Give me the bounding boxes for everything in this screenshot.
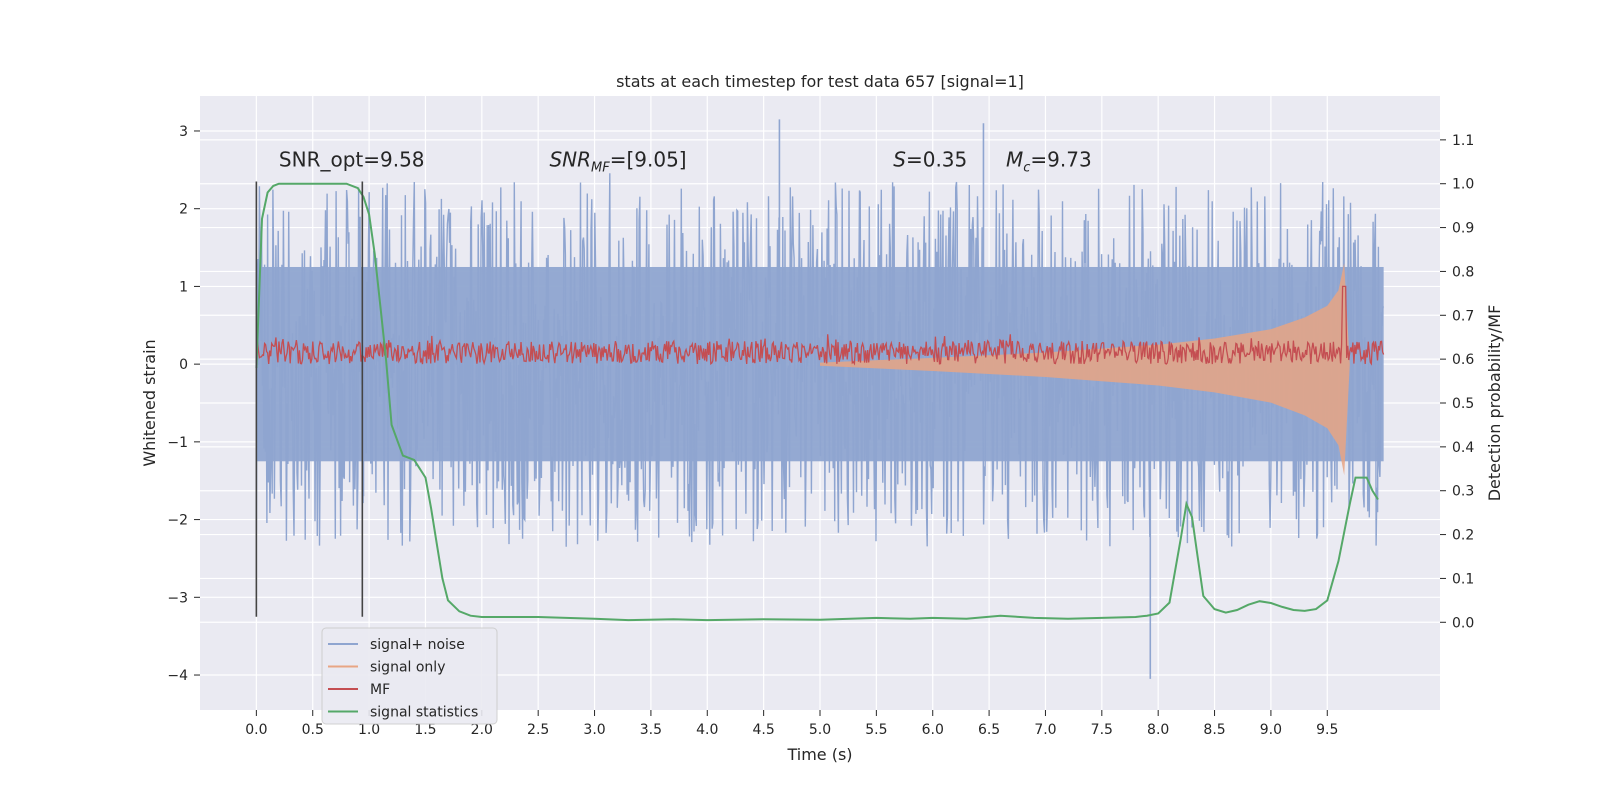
y2-tick-label: 0.4	[1452, 440, 1474, 456]
y2-tick-label: 0.2	[1452, 528, 1474, 544]
x-tick-label: 5.5	[865, 722, 887, 738]
y2-tick-label: 0.5	[1452, 396, 1474, 412]
y2-tick-label: 1.1	[1452, 133, 1474, 149]
annotation: SNRMF=[9.05]	[549, 148, 686, 176]
annotations: SNR_opt=9.58 SNRMF=[9.05] S=0.35 Mc=9.73	[279, 148, 1092, 176]
y-tick-label: −3	[167, 590, 188, 606]
x-tick-label: 6.0	[922, 722, 944, 738]
y-ticks: −4 −3 −2 −1 0 1 2 3	[167, 124, 200, 684]
x-tick-label: 0.5	[302, 722, 324, 738]
y2-tick-label: 1.0	[1452, 177, 1474, 193]
y2-axis-label: Detection probability/MF	[1485, 305, 1504, 502]
annotation: Mc=9.73	[1006, 148, 1092, 176]
x-tick-label: 9.0	[1260, 722, 1282, 738]
series-layer	[255, 119, 1385, 679]
legend: signal+ noise signal only MF signal statist…	[321, 627, 498, 725]
y2-tick-label: 0.6	[1452, 352, 1474, 368]
y-tick-label: 3	[179, 124, 188, 140]
x-tick-label: 8.0	[1147, 722, 1169, 738]
y2-tick-label: 0.0	[1452, 615, 1474, 631]
annotation-value: =[9.05]	[610, 148, 687, 172]
x-tick-label: 6.5	[978, 722, 1000, 738]
y2-tick-label: 0.8	[1452, 264, 1474, 280]
annotation-value: =9.73	[1030, 148, 1091, 172]
y-tick-label: 0	[179, 357, 188, 373]
vlines	[255, 181, 364, 617]
mf-line	[255, 285, 1385, 366]
x-tick-label: 4.0	[696, 722, 718, 738]
legend-label: signal statistics	[370, 705, 478, 721]
y2-tick-label: 0.7	[1452, 308, 1474, 324]
legend-box	[321, 627, 498, 725]
legend-label: signal+ noise	[370, 637, 465, 653]
x-tick-label: 3.0	[583, 722, 605, 738]
y-tick-label: 2	[179, 202, 188, 218]
y-axis-label: Whitened strain	[140, 339, 159, 466]
x-axis-label: Time (s)	[786, 745, 852, 764]
legend-label: signal only	[370, 660, 445, 676]
signal-only-line	[820, 263, 1350, 476]
annotation-main: S	[893, 148, 906, 172]
y2-tick-label: 0.9	[1452, 221, 1474, 237]
y-tick-label: −1	[167, 435, 188, 451]
x-tick-label: 2.5	[527, 722, 549, 738]
chart-title: stats at each timestep for test data 657…	[616, 72, 1024, 91]
y-tick-label: −4	[167, 668, 188, 684]
x-tick-label: 4.5	[753, 722, 775, 738]
x-tick-label: 7.5	[1091, 722, 1113, 738]
annotation-value: =0.35	[906, 148, 967, 172]
x-tick-label: 7.0	[1034, 722, 1056, 738]
y2-ticks: 0.0 0.1 0.2 0.3 0.4 0.5 0.6 0.7 0.8 0.9 1.0 1.1	[1440, 133, 1474, 631]
x-tick-label: 1.5	[414, 722, 436, 738]
annotation-main: SNR	[549, 148, 591, 172]
y2-tick-label: 0.1	[1452, 571, 1474, 587]
annotation-subscript: MF	[591, 161, 610, 176]
x-tick-label: 0.0	[245, 722, 267, 738]
y2-tick-label: 0.3	[1452, 484, 1474, 500]
annotation-subscript: c	[1023, 161, 1030, 176]
x-tick-label: 1.0	[358, 722, 380, 738]
legend-label: MF	[370, 682, 390, 698]
annotation: SNR_opt=9.58	[279, 148, 425, 172]
y-tick-label: 1	[179, 279, 188, 295]
x-tick-label: 9.5	[1316, 722, 1338, 738]
y-tick-label: −2	[167, 513, 188, 529]
x-tick-label: 3.5	[640, 722, 662, 738]
x-tick-label: 8.5	[1203, 722, 1225, 738]
x-tick-label: 5.0	[809, 722, 831, 738]
annotation-main: M	[1006, 148, 1023, 172]
x-tick-label: 2.0	[471, 722, 493, 738]
x-ticks: 0.0 0.5 1.0 1.5 2.0 2.5 3.0 3.5 4.0 4.5 5.0 5.5 6.0 6…	[245, 710, 1338, 738]
annotation: S=0.35	[893, 148, 967, 172]
